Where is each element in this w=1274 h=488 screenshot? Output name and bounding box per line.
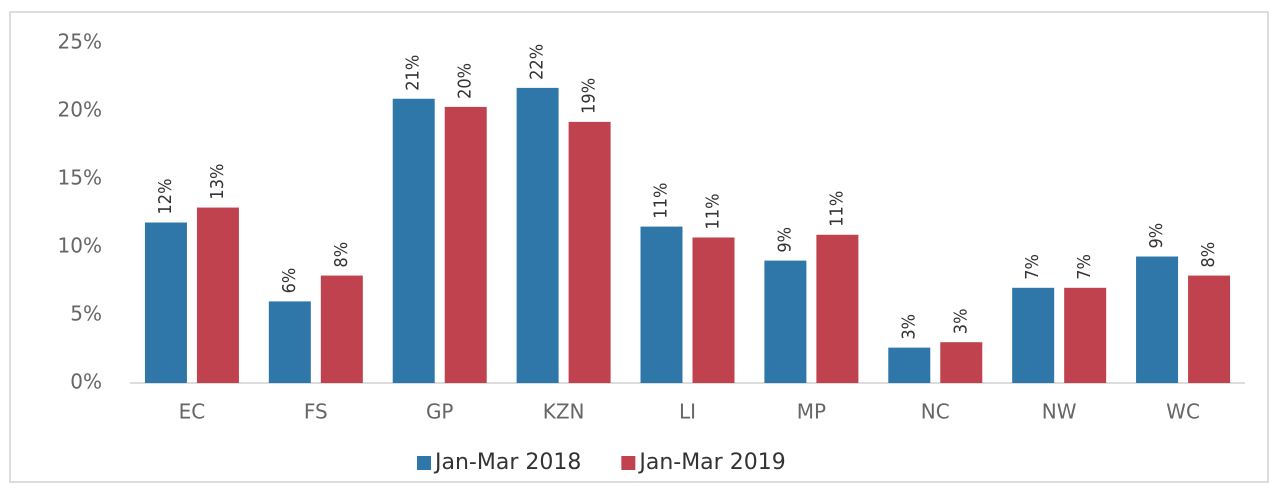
value-label: 8% — [1198, 242, 1219, 268]
value-label: 11% — [651, 183, 672, 219]
y-tick-label: 5% — [70, 302, 102, 326]
x-tick-label: NC — [921, 400, 950, 424]
value-label: 6% — [279, 268, 300, 294]
x-tick-label: WC — [1166, 400, 1200, 424]
legend-label: Jan-Mar 2018 — [433, 450, 581, 475]
bar — [392, 98, 435, 383]
y-tick-label: 15% — [58, 166, 102, 190]
value-label: 9% — [1146, 223, 1167, 249]
x-tick-label: KZN — [543, 400, 585, 424]
legend-swatch — [417, 456, 431, 470]
bar — [940, 342, 983, 383]
value-label: 21% — [403, 55, 424, 91]
y-tick-label: 20% — [58, 98, 102, 122]
bar — [320, 275, 363, 383]
y-tick-label: 10% — [58, 234, 102, 258]
y-tick-label: 25% — [58, 30, 102, 54]
value-label: 7% — [1074, 254, 1095, 280]
x-tick-label: NW — [1042, 400, 1077, 424]
bar — [640, 226, 683, 383]
bar — [516, 87, 559, 383]
value-label: 13% — [207, 164, 228, 200]
bar — [196, 207, 239, 383]
value-label: 22% — [527, 44, 548, 80]
bar — [692, 237, 735, 383]
value-label: 12% — [155, 179, 176, 215]
bar — [1012, 287, 1055, 383]
bar — [268, 301, 311, 383]
value-label: 8% — [331, 242, 352, 268]
bar — [764, 260, 807, 383]
bar — [444, 106, 487, 384]
y-tick-label: 0% — [70, 370, 102, 394]
bar — [1188, 275, 1231, 383]
bar — [1064, 287, 1107, 383]
x-tick-label: LI — [679, 400, 696, 424]
value-label: 3% — [898, 314, 919, 340]
bar — [888, 347, 931, 383]
bar — [1136, 256, 1179, 383]
value-label: 9% — [774, 227, 795, 253]
value-label: 7% — [1022, 254, 1043, 280]
legend-swatch — [621, 456, 636, 470]
x-tick-label: FS — [304, 400, 328, 424]
bar — [816, 234, 859, 383]
value-label: 19% — [579, 78, 600, 114]
value-label: 11% — [826, 191, 847, 227]
bar — [144, 222, 187, 383]
chart-frame — [9, 11, 1269, 483]
x-tick-label: MP — [797, 400, 826, 424]
value-label: 11% — [703, 193, 724, 229]
bar — [568, 121, 611, 383]
x-tick-label: EC — [179, 400, 206, 424]
x-tick-label: GP — [426, 400, 454, 424]
legend-label: Jan-Mar 2019 — [637, 450, 785, 475]
value-label: 20% — [455, 63, 476, 99]
value-label: 3% — [950, 308, 971, 334]
